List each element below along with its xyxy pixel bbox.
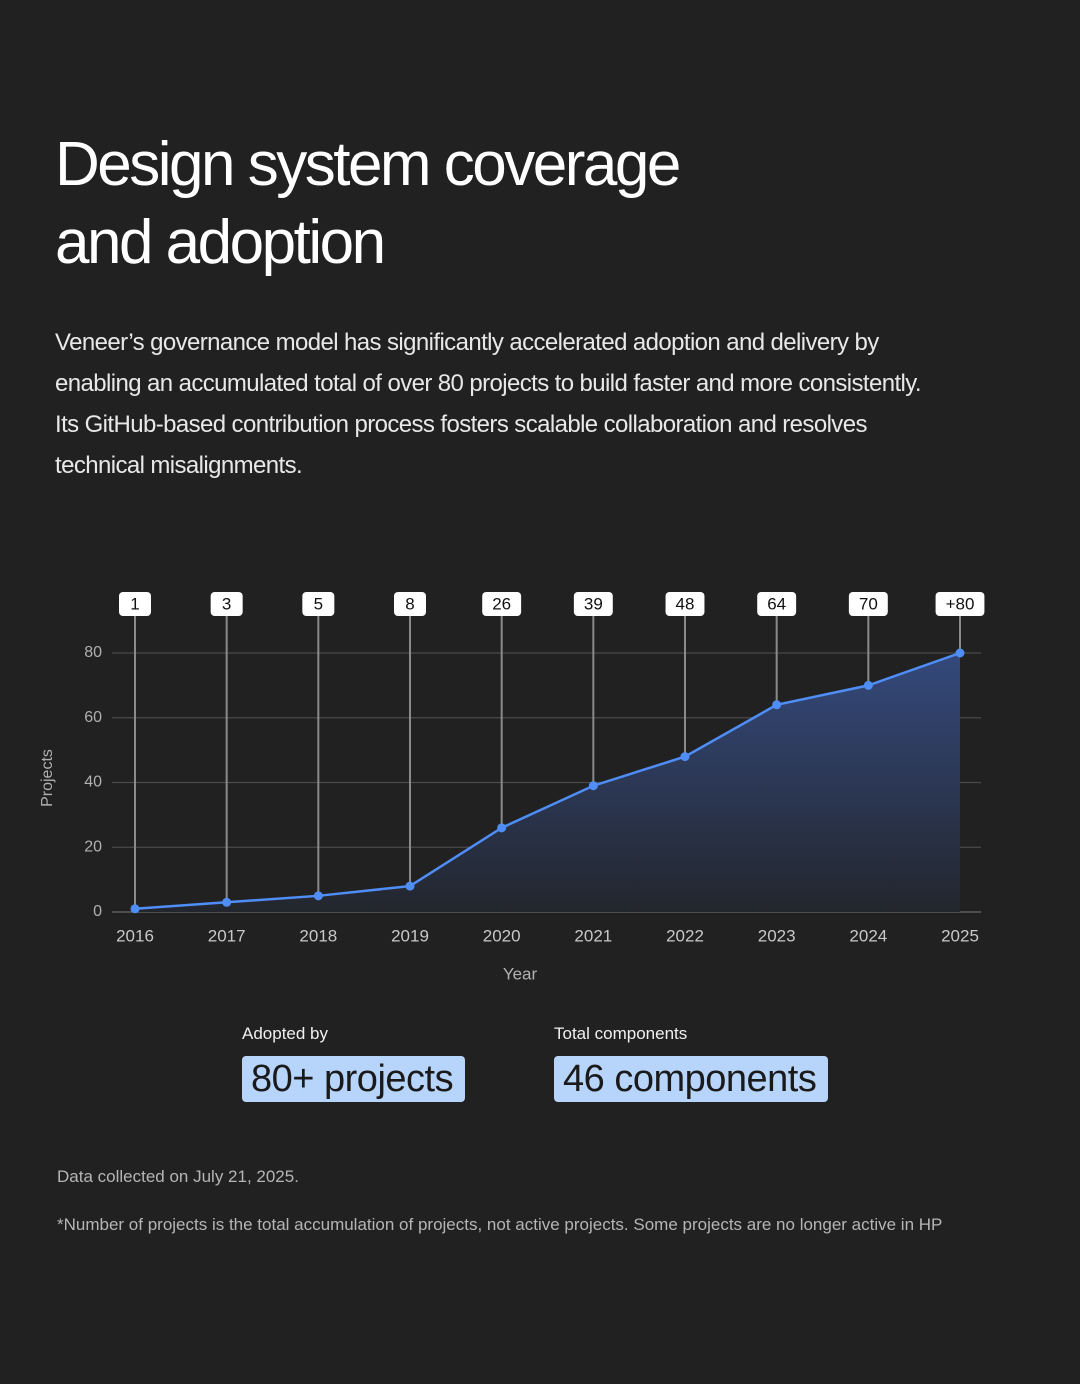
- point: [680, 752, 690, 762]
- point: [313, 891, 323, 901]
- x-tick-label: 2018: [299, 926, 337, 945]
- x-tick-label: 2016: [116, 926, 154, 945]
- value-label: 8: [405, 594, 414, 613]
- x-tick-label: 2021: [574, 926, 612, 945]
- value-label: 70: [859, 594, 878, 613]
- value-label: 5: [314, 594, 323, 613]
- y-tick-label: 20: [84, 838, 102, 855]
- point: [130, 904, 140, 914]
- value-label: +80: [946, 594, 975, 613]
- value-label: 1: [130, 594, 139, 613]
- value-label-box: [394, 592, 426, 616]
- x-tick-label: 2020: [483, 926, 521, 945]
- value-label-box: [665, 592, 705, 616]
- stat-label: Adopted by: [242, 1024, 329, 1043]
- y-tick-label: 0: [93, 903, 102, 920]
- value-label-box: [210, 592, 243, 616]
- point: [588, 781, 598, 791]
- point: [497, 823, 507, 833]
- value-label-box: [935, 592, 985, 616]
- point: [405, 881, 415, 891]
- stat: Total components 46 components: [554, 1024, 829, 1102]
- y-tick-label: 60: [84, 709, 102, 726]
- point: [222, 897, 232, 907]
- point: [772, 700, 782, 710]
- x-tick-label: 2017: [208, 926, 246, 945]
- value-label-box: [482, 592, 522, 616]
- y-tick-label: 40: [84, 774, 102, 791]
- value-label: 48: [676, 594, 695, 613]
- line: [134, 651, 961, 911]
- value-label: 39: [584, 594, 603, 613]
- y-tick-label: 80: [84, 644, 102, 661]
- stat: Adopted by 80+ projects: [242, 1024, 466, 1102]
- value-label-box: [757, 592, 797, 616]
- value-label-box: [573, 592, 613, 616]
- title: Design system coverage and adoption: [55, 130, 681, 277]
- value-label: 3: [222, 594, 231, 613]
- value-label-box: [302, 592, 335, 616]
- stat-value: 46 components: [554, 1056, 829, 1102]
- footnote: *Number of projects is the total accumul…: [57, 1215, 943, 1234]
- value-label-box: [848, 592, 888, 616]
- x-tick-label: 2022: [666, 926, 704, 945]
- stat-label: Total components: [554, 1024, 688, 1043]
- x-tick-label: 2019: [391, 926, 429, 945]
- description: Veneer’s governance model has significan…: [55, 329, 922, 479]
- x-tick-label: 2025: [941, 926, 979, 945]
- footnote: Data collected on July 21, 2025.: [57, 1167, 299, 1186]
- value-label: 26: [492, 594, 511, 613]
- y-axis-label: Projects: [39, 749, 56, 807]
- point: [955, 648, 965, 658]
- point: [863, 680, 873, 690]
- x-axis-label: Year: [503, 964, 538, 983]
- x-tick-label: 2024: [849, 926, 887, 945]
- stat-value: 80+ projects: [242, 1056, 466, 1102]
- x-tick-label: 2023: [758, 926, 796, 945]
- value-label: 64: [767, 594, 786, 613]
- value-label-box: [119, 592, 151, 616]
